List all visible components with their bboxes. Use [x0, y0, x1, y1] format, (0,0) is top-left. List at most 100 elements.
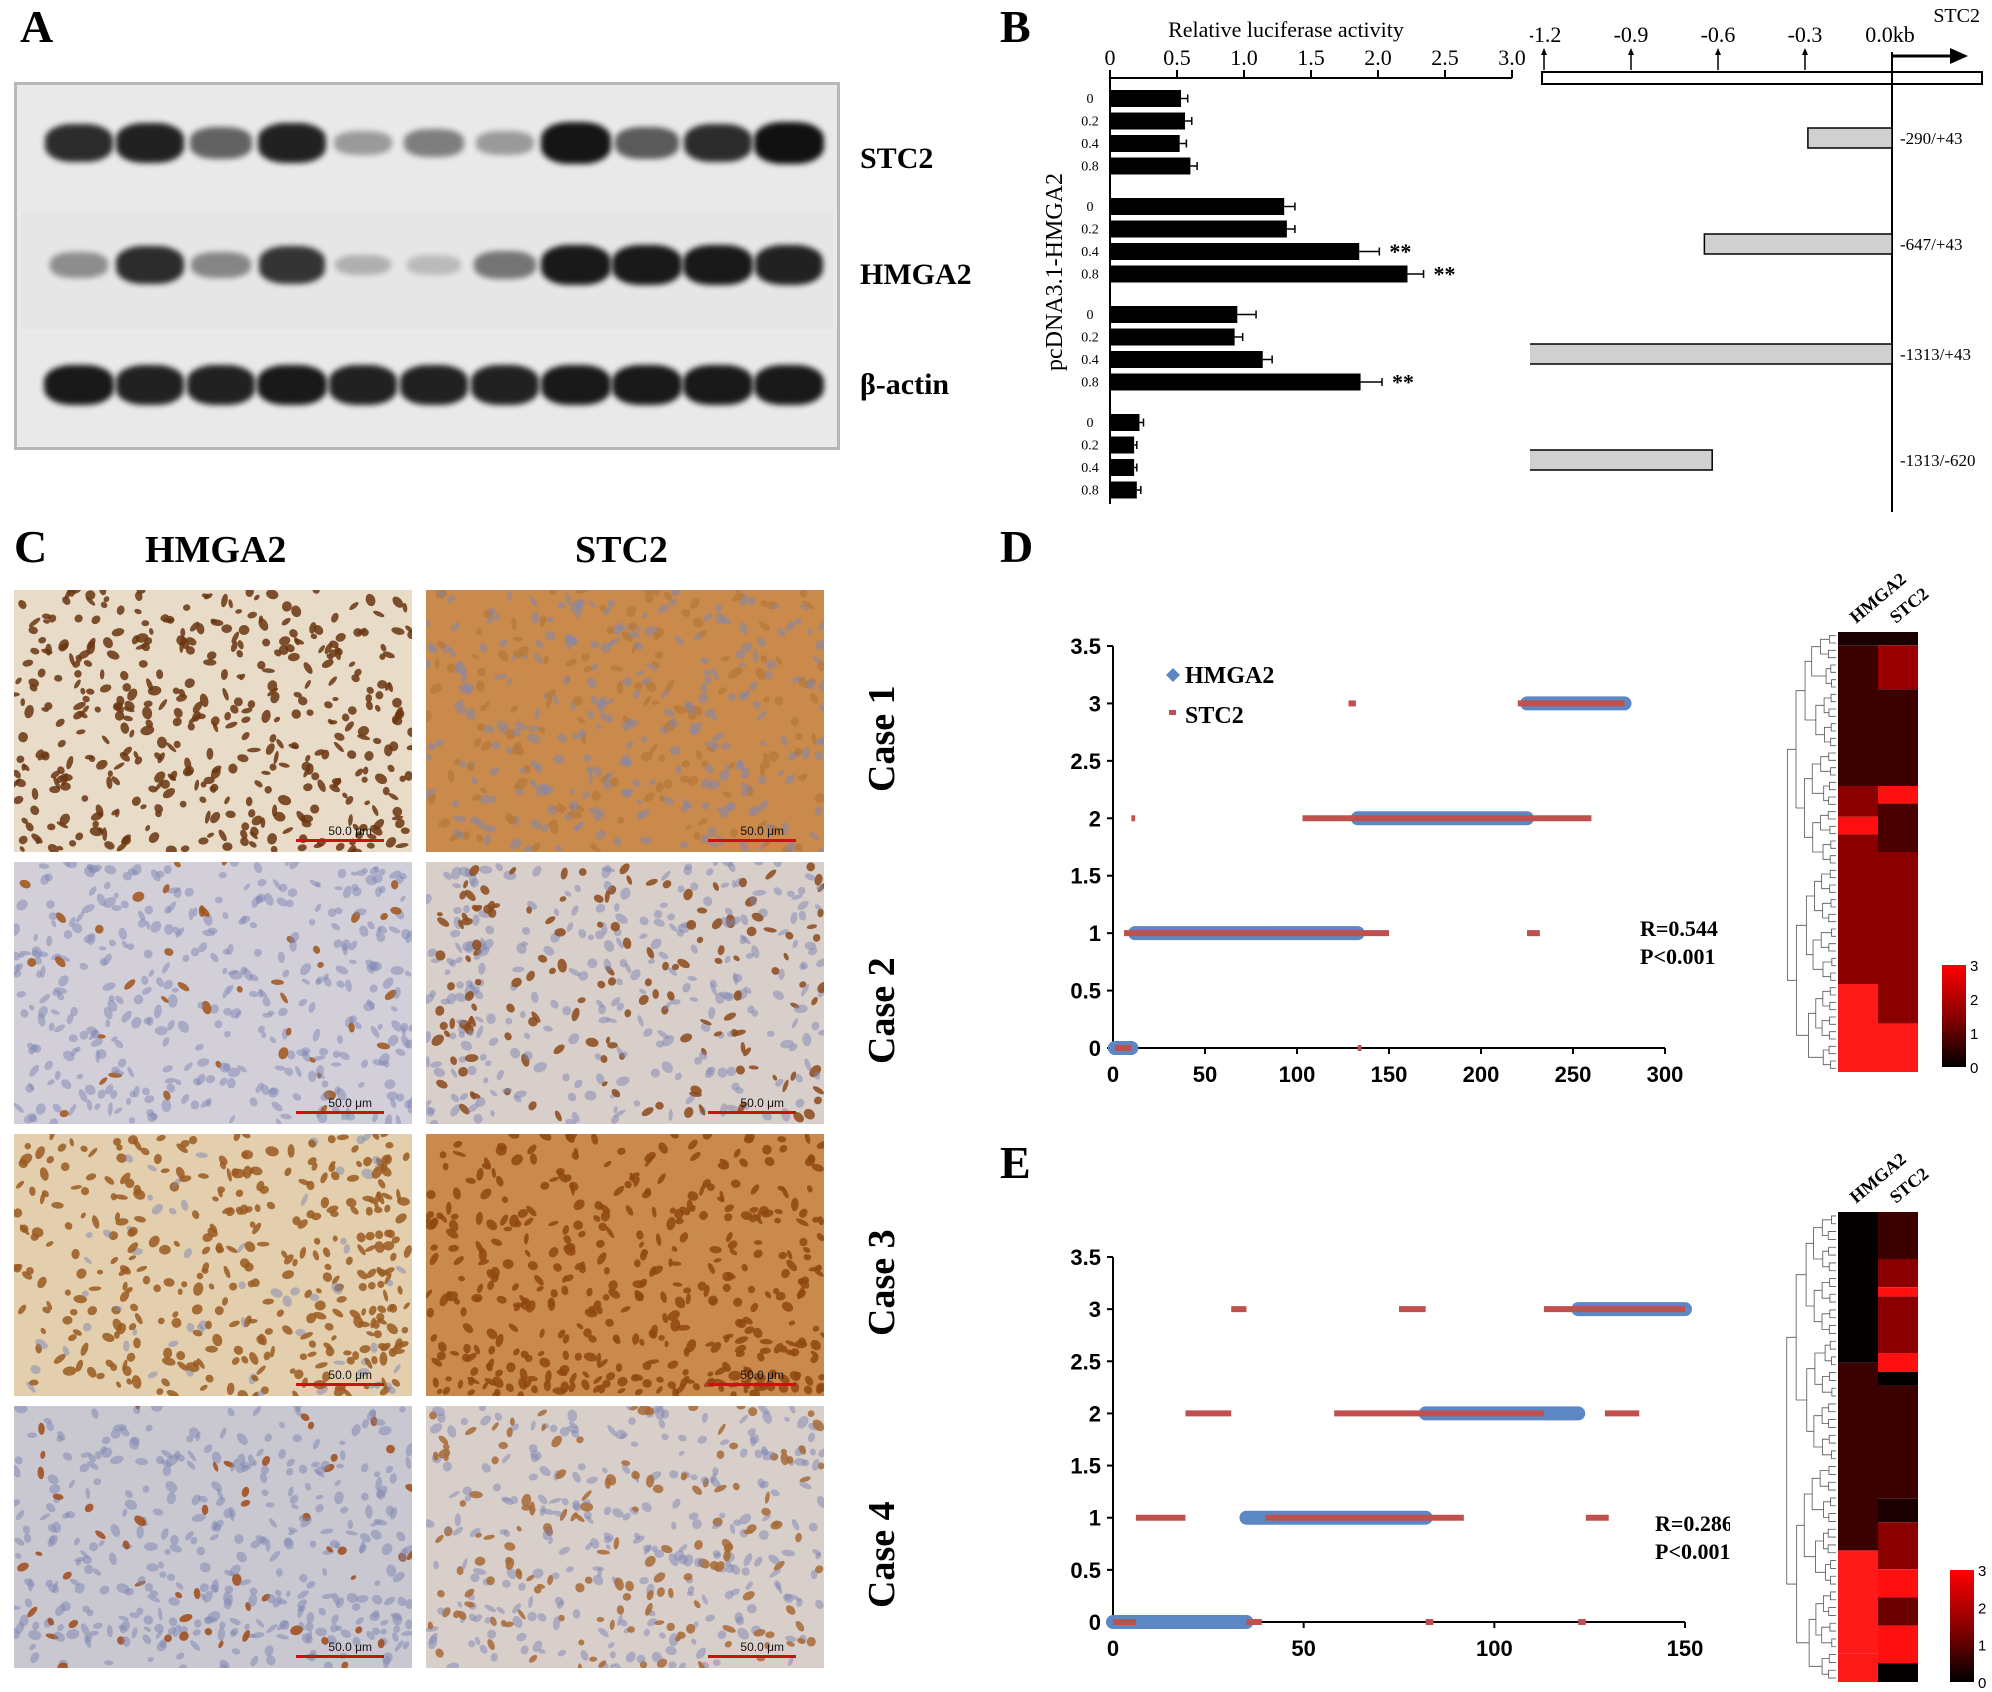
- construct-label: -290/+43: [1900, 129, 1962, 148]
- dendrogram-branch: [1823, 1501, 1831, 1518]
- dendrogram-branch: [1829, 781, 1836, 791]
- dendrogram-branch: [1813, 1415, 1823, 1448]
- western-blot: [14, 82, 840, 450]
- blot-band-actin: [186, 365, 256, 405]
- promoter-tick-arrowhead: [1715, 48, 1721, 55]
- dendrogram-branch: [1829, 1591, 1836, 1601]
- dendrogram-branch: [1815, 998, 1823, 1029]
- scale-bar: [708, 1655, 796, 1658]
- blot-band-actin: [612, 364, 682, 406]
- dendrogram-branch: [1786, 748, 1797, 981]
- dendrogram-branch: [1830, 899, 1836, 908]
- dendrogram-branch: [1823, 697, 1832, 714]
- dendrogram-branch: [1795, 1274, 1807, 1401]
- dendrogram-branch: [1828, 943, 1836, 952]
- ihc-texture: [14, 1134, 412, 1396]
- ihc-texture: [14, 862, 412, 1124]
- dendrogram-branch: [1828, 1654, 1836, 1663]
- scale-bar-label: 50.0 μm: [328, 824, 372, 838]
- ihc-image-case1-stc2: 50.0 μm: [426, 590, 824, 852]
- dose-label: 0.8: [1081, 268, 1099, 283]
- ihc-image-case2-hmga2: 50.0 μm: [14, 862, 412, 1124]
- scale-bar-label: 50.0 μm: [328, 1640, 372, 1654]
- heatmap-cell: [1878, 803, 1918, 852]
- heatmap-cell: [1878, 786, 1918, 804]
- blot-band-stc2: [115, 123, 185, 163]
- dendrogram-branch: [1830, 1060, 1836, 1069]
- promoter-construct: [1530, 449, 1713, 471]
- blot-band-actin: [470, 365, 540, 405]
- dendrogram-branch: [1829, 1340, 1836, 1350]
- colorbar-label: 2: [1970, 992, 1978, 1009]
- blot-band-hmga2: [406, 255, 462, 275]
- scale-bar: [708, 1111, 796, 1114]
- dendrogram-branch: [1828, 1403, 1836, 1413]
- bar: [1110, 265, 1408, 283]
- dendrogram-branch: [1829, 855, 1836, 864]
- promoter-map: STC2 -1.2 -0.9 -0.6 -0.3 0.0kb -290/+43 -647/…: [1530, 5, 1983, 512]
- bar: [1110, 351, 1263, 368]
- scale-bar: [296, 839, 384, 842]
- y-tick-label: 0: [1089, 1036, 1101, 1061]
- dendrogram-branch: [1829, 869, 1836, 879]
- promoter-gene-label: STC2: [1933, 5, 1980, 27]
- scale-bar: [296, 1655, 384, 1658]
- heatmap-cell: [1878, 1353, 1918, 1372]
- scale-bar: [708, 839, 796, 842]
- blot-band-stc2: [684, 123, 752, 163]
- ihc-texture: [426, 862, 824, 1124]
- dendrogram-branch: [1829, 1293, 1836, 1303]
- bar: [1110, 198, 1285, 215]
- scale-bar-label: 50.0 μm: [328, 1368, 372, 1382]
- dendrogram-branch: [1828, 1419, 1836, 1428]
- scatter-chart-d: 0 0.5 1 1.5 2 2.5 3 3.5 0 50 100 150 200 250 300 HMGA2 S…: [1070, 634, 1718, 1087]
- blot-band-hmga2: [116, 245, 184, 285]
- dendrogram-branch: [1829, 635, 1836, 644]
- y-tick-label: 1.5: [1070, 1454, 1101, 1479]
- promoter-tick-label: -1.2: [1530, 22, 1561, 47]
- scale-bar-label: 50.0 μm: [328, 1096, 372, 1110]
- blot-band-stc2: [754, 122, 824, 164]
- heatmap-cell: [1838, 1550, 1878, 1654]
- dendrogram-branch: [1829, 884, 1836, 893]
- bar-tick-label: 0.5: [1163, 45, 1191, 70]
- dendrogram-branch: [1831, 1215, 1836, 1225]
- promoter-tick-arrowhead: [1541, 48, 1547, 55]
- dendrogram-branch: [1805, 1242, 1815, 1307]
- dendrogram-branch: [1831, 1356, 1836, 1366]
- dendrogram-branch: [1828, 1246, 1836, 1256]
- heatmap-cell: [1878, 1023, 1918, 1072]
- heatmap-cell: [1838, 834, 1878, 984]
- bar-tick-label: 2.5: [1431, 45, 1459, 70]
- panel-label-e: E: [1000, 1137, 1031, 1188]
- x-tick-label: 100: [1279, 1062, 1316, 1087]
- dendrogram-branch: [1819, 1470, 1829, 1487]
- bar-chart-ylabel: pcDNA3.1-HMGA2: [1042, 173, 1068, 371]
- dendrogram-branch: [1815, 1540, 1826, 1573]
- heatmap-cell: [1878, 1663, 1918, 1682]
- heatmap-cell: [1878, 852, 1918, 1024]
- ihc-image-case4-stc2: 50.0 μm: [426, 1406, 824, 1668]
- promoter-tick-label: 0.0kb: [1865, 22, 1915, 47]
- promoter-tick-arrowhead: [1628, 48, 1634, 55]
- dendrogram-branch: [1831, 957, 1836, 967]
- dendrogram-branch: [1795, 690, 1806, 809]
- dendrogram-branch: [1828, 1045, 1836, 1055]
- ihc-texture: [426, 1406, 824, 1668]
- x-tick-label: 50: [1291, 1636, 1315, 1661]
- construct-label: -647/+43: [1900, 235, 1962, 254]
- colorbar-label: 3: [1970, 958, 1978, 975]
- bar: [1110, 459, 1135, 476]
- bar: [1110, 112, 1186, 130]
- x-tick-label: 200: [1463, 1062, 1500, 1087]
- dendrogram-branch: [1828, 708, 1836, 717]
- dendrogram-branch: [1821, 1219, 1832, 1236]
- promoter-tick-label: -0.3: [1788, 22, 1823, 47]
- dendrogram-branch: [1821, 1020, 1830, 1036]
- dendrogram-branch: [1829, 1622, 1836, 1632]
- colorbar: [1950, 1570, 1974, 1682]
- bar: [1110, 306, 1238, 323]
- promoter-tick-label: -0.6: [1701, 22, 1736, 47]
- x-tick-label: 150: [1371, 1062, 1408, 1087]
